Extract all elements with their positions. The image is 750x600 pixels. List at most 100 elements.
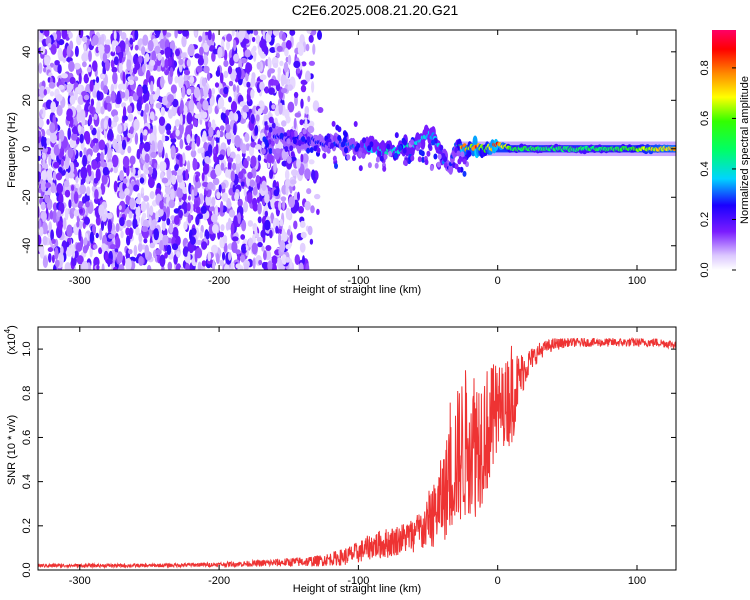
spectrogram-noise-cell	[190, 149, 197, 158]
spectrogram-noise-cell	[300, 231, 307, 239]
spectrogram-noise-cell	[197, 56, 204, 66]
spectrogram-noise-cell	[275, 148, 281, 154]
spectrogram-noise-cell	[285, 207, 291, 220]
spectrogram-noise-cell	[92, 138, 99, 144]
spectrogram-noise-cell	[173, 215, 180, 226]
spectrogram-scatter-cell	[353, 121, 358, 127]
spectrogram-noise-cell	[59, 56, 64, 62]
spectrogram-noise-cell	[121, 102, 127, 108]
spectrogram-scatter-cell	[417, 142, 422, 149]
snr-frame	[37, 326, 677, 571]
spectrogram-noise-cell	[107, 128, 114, 140]
spectrogram-noise-cell	[100, 106, 105, 115]
spectrogram-noise-cell	[109, 244, 116, 250]
spectrogram-noise-cell	[82, 196, 86, 204]
spectrogram-noise-cell	[251, 36, 256, 43]
spectrogram-noise-cell	[78, 228, 82, 242]
spectrogram-noise-cell	[133, 76, 139, 82]
spectrogram-noise-cell	[178, 209, 184, 219]
spectrogram-noise-cell	[65, 83, 73, 93]
spectrogram-noise-cell	[308, 34, 314, 43]
spectrogram-noise-cell	[293, 220, 298, 230]
spectrogram-noise-cell	[44, 194, 50, 204]
spectrogram-noise-cell	[45, 182, 51, 189]
spectrogram-ridge-halo	[472, 135, 478, 148]
spectrogram-noise-cell	[232, 84, 236, 93]
spectrogram-noise-cell	[207, 181, 214, 190]
snr-x-label: Height of straight line (km)	[293, 583, 421, 595]
spectrogram-noise-cell	[273, 217, 277, 227]
spectrogram-noise-cell	[92, 34, 99, 46]
spectrogram-noise-cell	[55, 30, 62, 41]
spectrogram-noise-cell	[261, 180, 267, 192]
spectrogram-noise-cell	[281, 231, 288, 242]
spectrogram-noise-cell	[166, 218, 171, 226]
spectrogram-noise-cell	[316, 208, 320, 215]
spectrogram-noise-cell	[233, 53, 240, 63]
spectrogram-noise-cell	[67, 147, 74, 159]
spectrogram-noise-cell	[124, 88, 130, 100]
spectrogram-noise-cell	[64, 262, 71, 270]
spectrogram-noise-cell	[38, 163, 42, 174]
spectrogram-noise-cell	[60, 158, 64, 167]
spectrogram-noise-cell	[272, 62, 279, 68]
spectrogram-noise-cell	[174, 164, 179, 172]
spectrogram-noise-cell	[143, 195, 150, 202]
spectrogram-noise-cell	[293, 91, 299, 99]
spectrogram-noise-cell	[246, 81, 251, 88]
spectrogram-noise-cell	[203, 65, 210, 74]
spectrogram-scatter-cell	[380, 142, 385, 149]
spectrogram-noise-cell	[308, 159, 315, 165]
spectrogram-noise-cell	[181, 85, 186, 98]
spectrogram-noise-cell	[286, 156, 292, 164]
spectrogram-noise-cell	[47, 247, 54, 253]
spectrogram-noise-cell	[80, 166, 88, 180]
spectrogram-noise-cell	[187, 195, 191, 201]
spectrogram-noise-cell	[226, 200, 232, 209]
spectrogram-noise-cell	[201, 77, 207, 87]
spectrogram-noise-cell	[228, 96, 232, 103]
spectrogram-noise-cell	[170, 170, 178, 177]
spectrogram-noise-cell	[166, 205, 170, 219]
spectrogram-noise-cell	[110, 59, 115, 69]
snr-y-tick-label: 0.2	[21, 518, 33, 533]
spectrogram-noise-cell	[111, 154, 119, 168]
spectrogram-noise-cell	[119, 51, 123, 64]
spectrogram-scatter-cell	[441, 153, 446, 159]
spectrogram-noise-cell	[69, 95, 76, 105]
spectrogram-noise-cell	[257, 216, 262, 224]
spectrogram-noise-cell	[273, 189, 280, 197]
spectrogram-noise-cell	[294, 112, 302, 118]
spectrogram-noise-cell	[41, 106, 46, 119]
spectrogram-noise-cell	[98, 247, 103, 255]
spectrogram-noise-cell	[217, 46, 223, 59]
spectrogram-noise-cell	[212, 259, 216, 270]
spectrogram-scatter-cell	[344, 147, 348, 154]
spectrogram-scatter-cell	[297, 140, 302, 147]
spectrogram-noise-cell	[144, 153, 150, 163]
spectrogram-noise-cell	[187, 251, 191, 264]
spectrogram-noise-cell	[202, 54, 209, 66]
spectrogram-noise-cell	[115, 45, 121, 54]
spectrogram-noise-cell	[76, 112, 82, 123]
spectrogram-y-tick-label: 40	[21, 46, 33, 58]
spectrogram-noise-cell	[277, 228, 283, 235]
spectrogram-noise-cell	[201, 241, 208, 250]
spectrogram-noise-cell	[281, 33, 287, 42]
spectrogram-noise-cell	[164, 186, 171, 195]
spectrogram-noise-cell	[217, 97, 225, 109]
spectrogram-y-tick-label: -40	[21, 238, 33, 254]
spectrogram-noise-cell	[267, 260, 273, 270]
spectrogram-noise-cell	[223, 60, 229, 67]
spectrogram-noise-cell	[127, 113, 134, 122]
spectrogram-noise-cell	[192, 158, 198, 171]
spectrogram-noise-cell	[192, 119, 199, 127]
spectrogram-noise-cell	[178, 75, 184, 89]
spectrogram-noise-cell	[165, 123, 172, 132]
spectrogram-noise-cell	[223, 86, 229, 95]
spectrogram-noise-cell	[203, 84, 209, 98]
spectrogram-noise-cell	[129, 126, 134, 135]
spectrogram-scatter-cell	[284, 146, 289, 152]
spectrogram-noise-cell	[54, 60, 60, 66]
spectrogram-noise-cell	[186, 59, 191, 67]
